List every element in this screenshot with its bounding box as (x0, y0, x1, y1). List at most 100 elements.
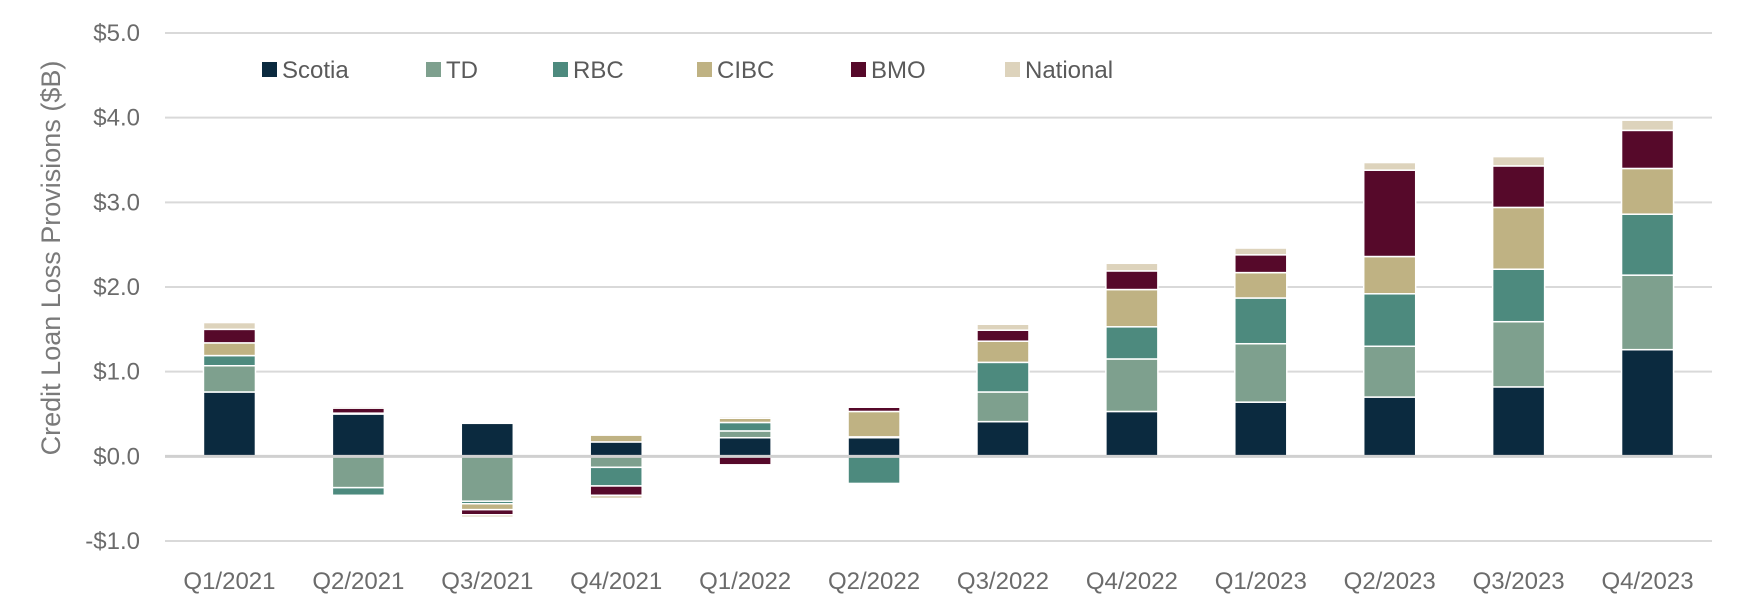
x-tick-label: Q2/2023 (1344, 568, 1436, 595)
bar-segment-cibc (460, 502, 515, 511)
bar-segment-td (1234, 342, 1288, 403)
bar-segment-scotia (1491, 386, 1546, 458)
legend: Scotia TD RBC CIBC BMO National (262, 57, 1113, 84)
legend-label-td: TD (446, 57, 478, 84)
legend-label-cibc: CIBC (717, 57, 774, 84)
x-tick-label: Q1/2023 (1215, 568, 1307, 595)
bar-segment-national (847, 405, 901, 408)
bar-segment-national (1491, 155, 1546, 167)
bar-segment-national (202, 321, 257, 331)
y-tick-label: $3.0 (93, 189, 140, 216)
legend-label-national: National (1025, 57, 1113, 84)
bar-segment-scotia (976, 420, 1030, 458)
bar-segment-scotia (718, 436, 772, 458)
bar-segment-scotia (1234, 401, 1288, 458)
bar-segment-td (202, 364, 257, 393)
bar-segment-rbc (1491, 268, 1546, 323)
bar-segment-td (1105, 358, 1159, 413)
bar-segment-td (718, 430, 772, 439)
bar-segment-rbc (976, 361, 1030, 393)
x-tick-label: Q1/2022 (699, 568, 791, 595)
bar-segment-rbc (202, 354, 257, 367)
bar-segment-cibc (1362, 255, 1417, 295)
legend-label-bmo: BMO (871, 57, 926, 84)
legend-swatch-td (426, 62, 441, 77)
bar-stacks (202, 119, 1675, 519)
y-tick-label: $2.0 (93, 274, 140, 301)
bar-segment-national (589, 494, 643, 500)
bar-segment-national (1105, 262, 1159, 272)
bar-segment-scotia (1620, 348, 1675, 458)
bar-segment-bmo (460, 508, 515, 516)
bar-segment-cibc (847, 410, 901, 438)
bar-segment-rbc (589, 466, 643, 487)
x-tick-label: Q2/2022 (828, 568, 920, 595)
y-tick-label: $1.0 (93, 359, 140, 386)
x-tick-label: Q4/2023 (1602, 568, 1694, 595)
legend-swatch-scotia (262, 62, 277, 77)
bar-segment-bmo (1491, 165, 1546, 209)
bar-segment-cibc (202, 342, 257, 357)
bar-segment-scotia (202, 391, 257, 458)
legend-label-scotia: Scotia (282, 57, 349, 84)
bar-segment-rbc (331, 486, 386, 497)
x-tick-labels: Q1/2021 Q2/2021 Q3/2021 Q4/2021 Q1/2022 Q2/20… (183, 568, 1693, 595)
bar-segment-bmo (1234, 254, 1288, 274)
y-tick-label: $5.0 (93, 20, 140, 47)
y-tick-label: $0.0 (93, 443, 140, 470)
x-tick-label: Q3/2022 (957, 568, 1049, 595)
bar-segment-bmo (589, 485, 643, 497)
bar-segment-scotia (460, 422, 515, 458)
bar-segment-national (1620, 119, 1675, 132)
y-tick-labels: -$1.0 $0.0 $1.0 $2.0 $3.0 $4.0 $5.0 (85, 20, 140, 555)
bar-segment-bmo (1105, 270, 1159, 291)
bar-segment-cibc (589, 434, 643, 443)
bar-segment-rbc (1234, 297, 1288, 345)
legend-swatch-bmo (851, 62, 866, 77)
bar-segment-td (1491, 320, 1546, 388)
bar-segment-rbc (1105, 326, 1159, 360)
y-axis-title: Credit Loan Loss Provisions ($B) (36, 61, 66, 456)
bar-segment-national (331, 405, 386, 409)
bar-segment-td (460, 455, 515, 502)
bar-segment-national (460, 514, 515, 519)
legend-label-rbc: RBC (573, 57, 624, 84)
x-tick-label: Q3/2021 (441, 568, 533, 595)
legend-swatch-rbc (553, 62, 568, 77)
y-tick-label: $4.0 (93, 105, 140, 132)
bar-segment-national (976, 323, 1030, 331)
bar-segment-cibc (1234, 271, 1288, 299)
bar-segment-td (1620, 274, 1675, 351)
legend-swatch-cibc (697, 62, 712, 77)
bar-segment-td (589, 455, 643, 469)
bar-segment-cibc (1620, 167, 1675, 215)
bar-segment-rbc (1620, 213, 1675, 276)
bar-segment-scotia (331, 413, 386, 458)
bar-segment-bmo (331, 407, 386, 414)
bar-segment-scotia (1105, 410, 1159, 458)
bar-segment-national (718, 415, 772, 419)
bar-segment-rbc (718, 421, 772, 432)
x-tick-label: Q1/2021 (183, 568, 275, 595)
legend-swatch-national (1005, 62, 1020, 77)
bar-segment-bmo (1620, 129, 1675, 170)
bar-segment-cibc (1105, 288, 1159, 328)
y-tick-label: -$1.0 (85, 528, 140, 555)
bar-segment-rbc (847, 455, 901, 485)
gridlines (165, 32, 1712, 542)
bar-segment-td (976, 391, 1030, 423)
bar-segment-bmo (1362, 169, 1417, 258)
x-tick-label: Q4/2021 (570, 568, 662, 595)
bar-segment-bmo (202, 328, 257, 344)
x-tick-label: Q2/2021 (312, 568, 404, 595)
bar-segment-cibc (1491, 206, 1546, 270)
bar-segment-cibc (976, 340, 1030, 364)
bar-segment-national (1362, 161, 1417, 171)
x-tick-label: Q4/2022 (1086, 568, 1178, 595)
bar-segment-td (331, 455, 386, 489)
bar-segment-scotia (589, 441, 643, 458)
bar-segment-td (1362, 345, 1417, 398)
bar-segment-scotia (847, 436, 901, 458)
bar-segment-scotia (1362, 396, 1417, 458)
